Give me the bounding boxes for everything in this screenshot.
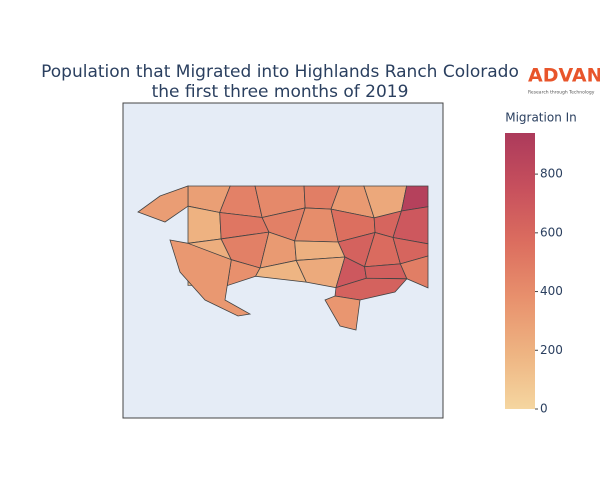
colorbar-ticks: 0 200 400 600 800	[535, 167, 563, 416]
region	[324, 295, 361, 331]
region	[137, 185, 189, 223]
logo-name: ADVAN	[528, 65, 600, 87]
region	[399, 255, 429, 289]
regions	[137, 185, 429, 331]
title-line-1: Population that Migrated into Highlands …	[41, 62, 519, 82]
colorbar-tick-label: 0	[540, 402, 548, 416]
colorbar-title: Migration In	[505, 111, 577, 125]
colorbar	[505, 133, 535, 409]
region	[187, 205, 222, 244]
logo-tagline: Research through Technology	[528, 90, 595, 96]
colorbar-tick-label: 600	[540, 225, 563, 239]
colorbar-tick-label: 400	[540, 284, 563, 298]
region	[364, 263, 408, 280]
region	[169, 239, 252, 317]
colorbar-tick-label: 800	[540, 167, 563, 181]
colorbar-tick-label: 200	[540, 343, 563, 357]
title-line-2: the first three months of 2019	[152, 82, 409, 102]
